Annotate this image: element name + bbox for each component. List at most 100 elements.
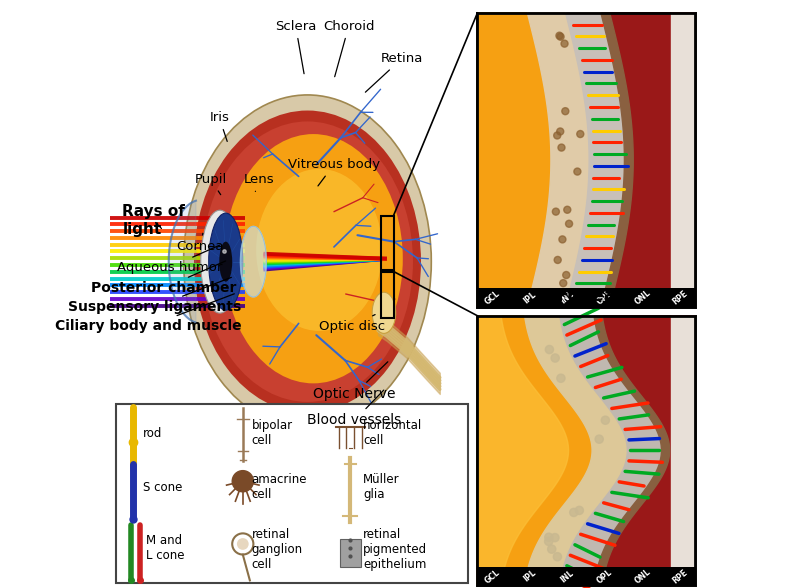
Circle shape [545,345,553,353]
Ellipse shape [224,134,403,383]
Bar [477,316,695,585]
Circle shape [557,374,565,382]
Text: ONL: ONL [633,288,652,307]
Circle shape [551,533,559,542]
Circle shape [553,132,561,139]
Text: M and
L cone: M and L cone [146,534,184,562]
Bar [477,567,695,585]
Circle shape [577,131,584,138]
Text: OPL: OPL [595,567,615,585]
Circle shape [559,236,566,243]
Text: bipolar
cell: bipolar cell [252,419,293,447]
Polygon shape [169,201,196,323]
Circle shape [544,533,553,542]
Text: Vitreous body: Vitreous body [288,158,380,186]
Bar [477,316,695,585]
Polygon shape [601,13,633,307]
Text: GCL: GCL [483,567,502,585]
Circle shape [551,354,559,362]
Ellipse shape [372,292,396,333]
Text: RPE: RPE [671,289,689,306]
Circle shape [556,32,563,39]
Bar [477,13,695,307]
Text: Aqueous humor: Aqueous humor [116,245,222,274]
Circle shape [557,128,564,135]
Text: S cone: S cone [143,480,182,493]
Ellipse shape [256,169,383,331]
Polygon shape [477,13,551,307]
Polygon shape [671,13,695,307]
Text: horizontal
cell: horizontal cell [363,419,422,447]
Ellipse shape [219,242,232,282]
Circle shape [237,538,248,550]
Text: OPL: OPL [595,289,615,306]
Polygon shape [524,316,627,585]
Circle shape [557,33,564,40]
Text: Retina: Retina [366,52,423,92]
Polygon shape [477,316,569,585]
Ellipse shape [184,95,431,429]
Bar [477,13,695,307]
Polygon shape [477,13,695,307]
Text: Cornea: Cornea [176,233,224,253]
Circle shape [558,144,565,151]
Bar [381,272,394,318]
Text: Optic disc: Optic disc [319,315,384,333]
Circle shape [564,206,571,213]
Text: INL: INL [559,289,576,306]
Text: Blood vessels: Blood vessels [307,390,401,427]
Polygon shape [594,316,670,585]
Polygon shape [240,226,266,297]
Text: Posterior chamber: Posterior chamber [91,261,236,295]
Circle shape [561,40,568,47]
Circle shape [553,208,559,215]
Circle shape [575,506,583,514]
Circle shape [560,280,567,287]
Text: Suspensory ligaments: Suspensory ligaments [68,278,241,314]
Text: IPL: IPL [522,290,538,305]
Polygon shape [477,316,695,585]
Text: INL: INL [559,568,576,584]
Bar [340,539,361,567]
Text: Lens: Lens [244,173,274,192]
Text: RPE: RPE [671,567,689,585]
Text: retinal
pigmented
epithelium: retinal pigmented epithelium [363,529,427,572]
Ellipse shape [201,211,239,313]
Text: Ciliary body and muscle: Ciliary body and muscle [55,294,242,333]
Polygon shape [565,13,625,307]
Circle shape [232,470,253,492]
Text: Iris: Iris [210,111,229,142]
Polygon shape [560,316,662,585]
Bar [477,288,695,307]
Circle shape [595,435,604,443]
Text: Fovea: Fovea [557,287,616,305]
Text: Optic Nerve: Optic Nerve [313,362,396,401]
Polygon shape [527,13,589,307]
Text: ONL: ONL [633,567,652,586]
Bar [381,216,394,270]
Text: rod: rod [143,427,163,440]
Text: amacrine
cell: amacrine cell [252,473,307,501]
Circle shape [601,416,609,425]
Circle shape [574,168,581,175]
Ellipse shape [202,122,413,402]
Circle shape [544,537,553,546]
Polygon shape [477,316,592,585]
Text: GCL: GCL [483,289,502,306]
Text: Macula: Macula [550,0,622,2]
Text: Choroid: Choroid [323,20,375,76]
Circle shape [553,553,561,561]
Text: Rays of
light: Rays of light [122,204,185,237]
Circle shape [548,545,556,553]
Polygon shape [671,316,695,585]
FancyBboxPatch shape [116,404,468,583]
Ellipse shape [194,111,421,413]
Text: Pupil: Pupil [194,173,227,195]
Text: Müller
glia: Müller glia [363,473,400,501]
Ellipse shape [209,213,243,310]
Text: IPL: IPL [522,569,538,584]
Circle shape [565,220,573,228]
Circle shape [563,272,570,279]
Circle shape [561,108,569,115]
Circle shape [554,256,561,263]
